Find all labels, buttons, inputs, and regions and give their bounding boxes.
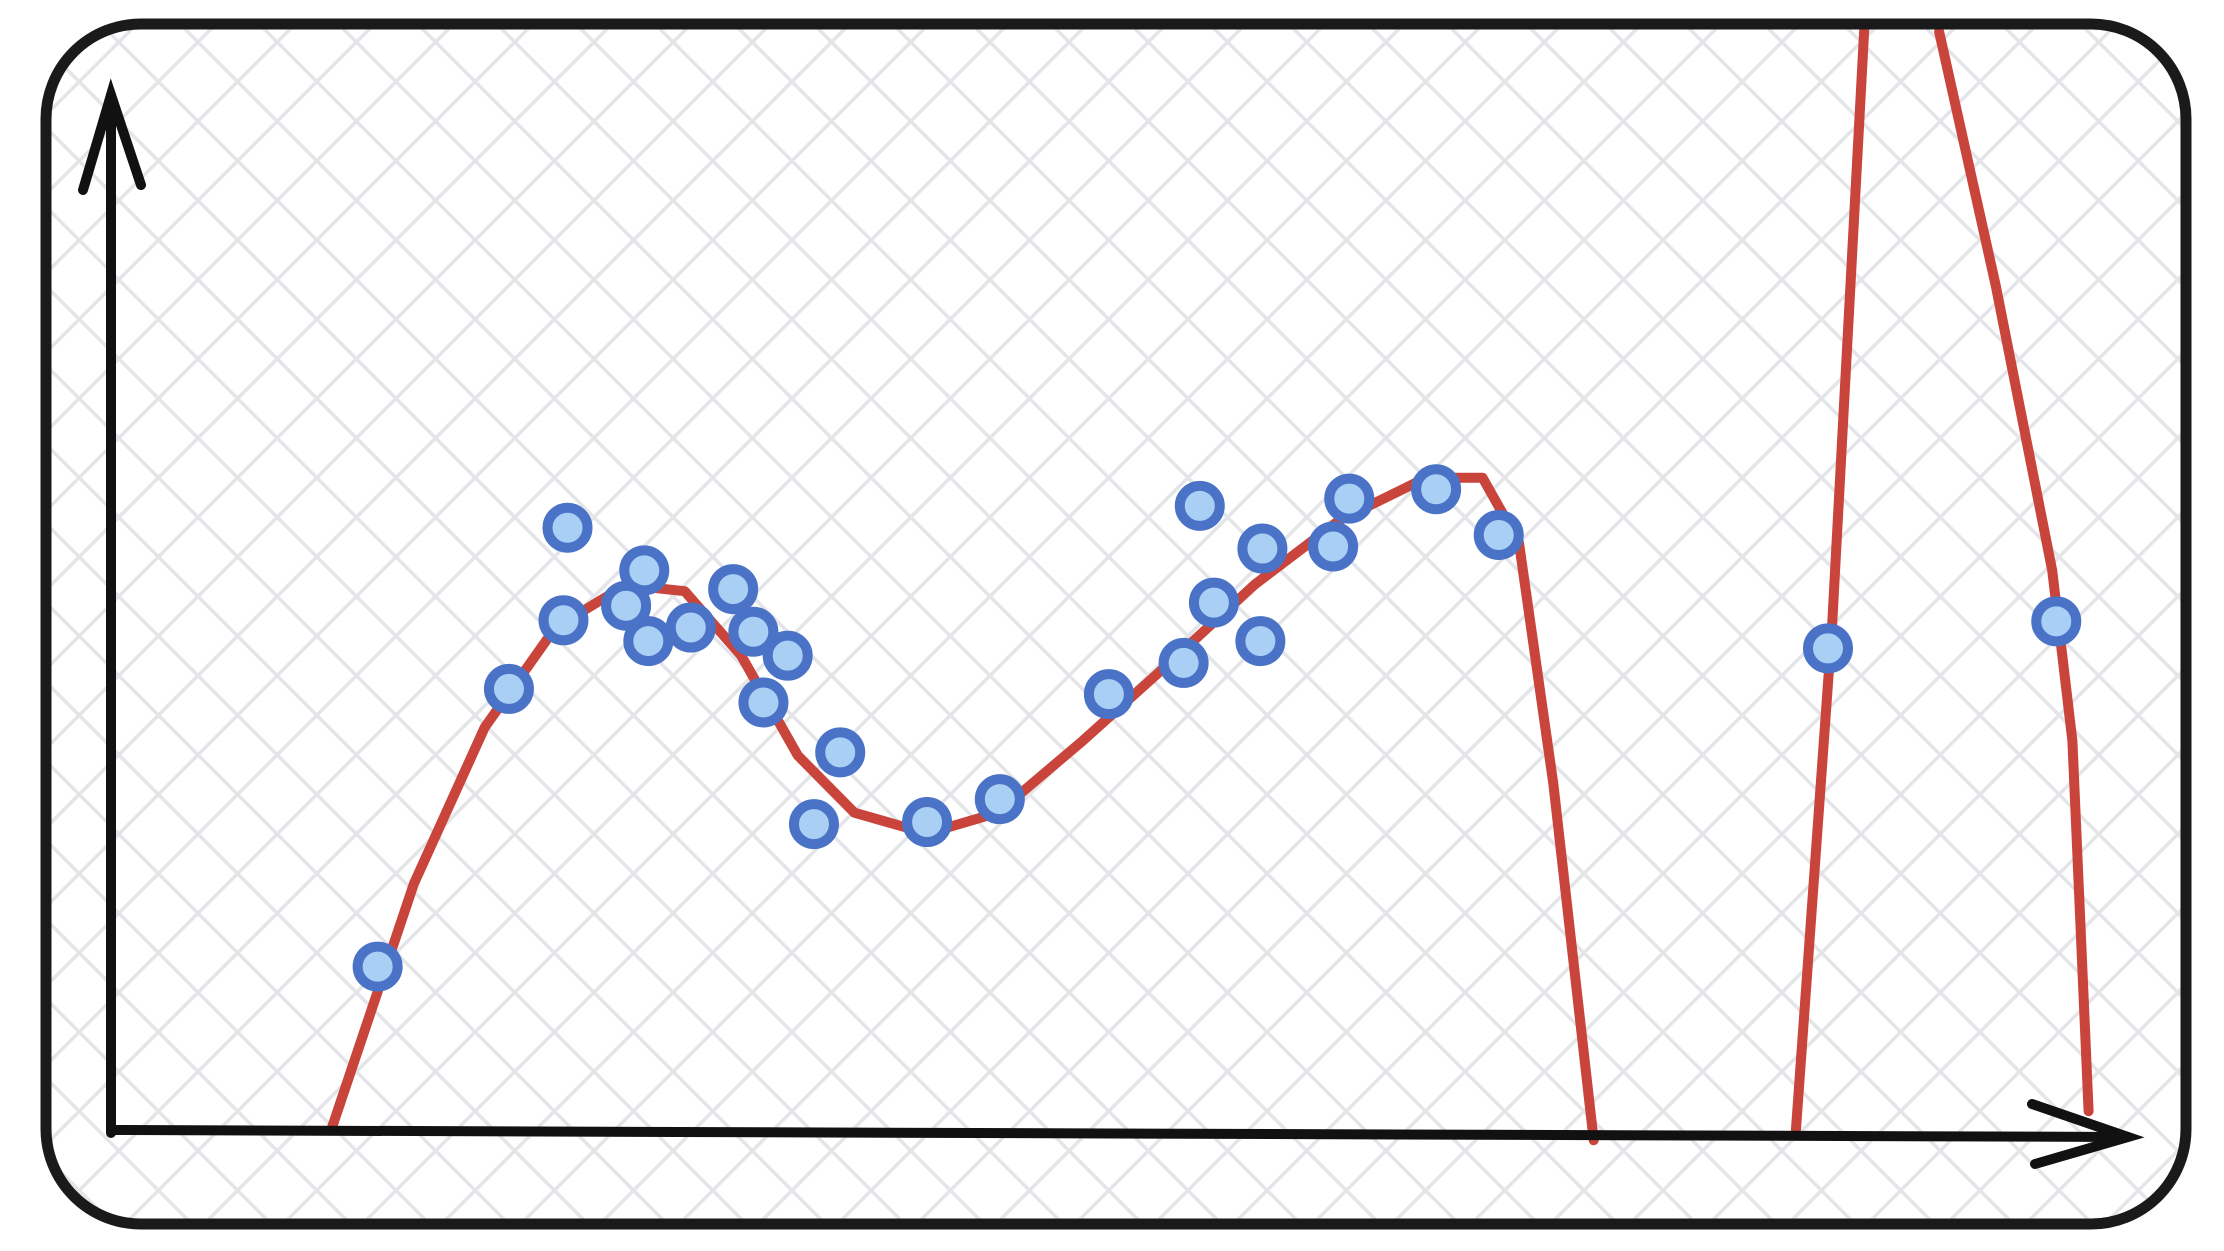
data-point bbox=[2031, 596, 2082, 647]
data-point bbox=[1803, 623, 1853, 674]
data-point bbox=[728, 606, 779, 657]
data-point bbox=[1308, 521, 1359, 572]
data-point bbox=[1237, 523, 1288, 574]
data-point bbox=[1235, 616, 1286, 667]
data-point bbox=[788, 799, 839, 850]
data-point bbox=[665, 602, 716, 653]
x-axis bbox=[106, 1125, 2133, 1142]
data-point bbox=[738, 677, 789, 728]
data-point bbox=[815, 727, 866, 778]
data-point bbox=[1174, 480, 1225, 531]
data-point bbox=[1188, 577, 1239, 628]
data-point bbox=[902, 797, 953, 848]
hatch-background bbox=[46, 24, 2186, 1224]
data-point bbox=[1411, 464, 1462, 515]
x-axis-arrow bbox=[2027, 1099, 2145, 1169]
data-point bbox=[623, 616, 674, 667]
data-point bbox=[1083, 669, 1134, 720]
axes bbox=[78, 78, 2145, 1169]
data-point bbox=[1324, 473, 1375, 524]
data-point bbox=[1473, 510, 1524, 560]
plot-area bbox=[326, 24, 2094, 1146]
data-point bbox=[538, 595, 589, 646]
data-point bbox=[542, 502, 593, 553]
data-point bbox=[352, 941, 403, 992]
data-point bbox=[1158, 637, 1209, 688]
y-axis-arrow bbox=[78, 78, 146, 195]
data-point bbox=[974, 774, 1025, 825]
data-point bbox=[708, 564, 759, 615]
data-point bbox=[483, 663, 534, 714]
data-point bbox=[762, 630, 813, 681]
data-point bbox=[601, 580, 652, 631]
frame-border bbox=[40, 18, 2192, 1230]
